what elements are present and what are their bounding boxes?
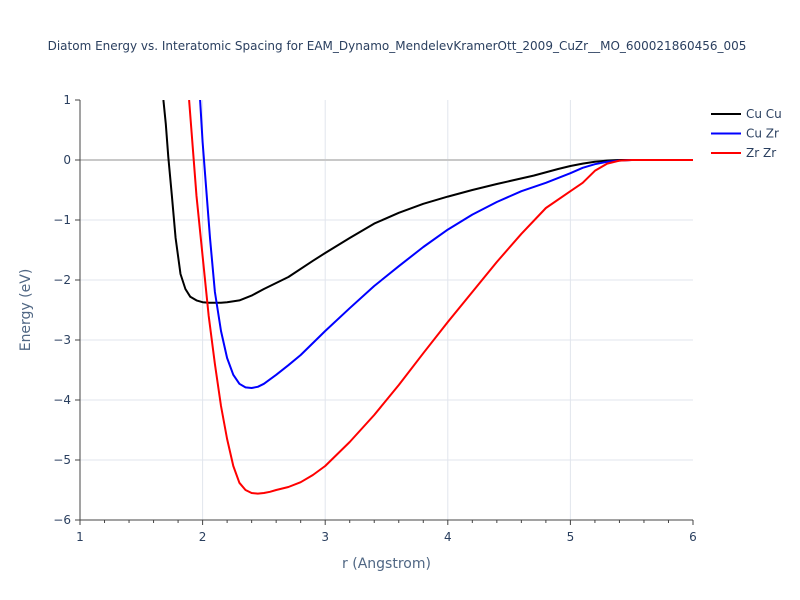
tick-label-layer: 1 2 3 4 5 6 1 0 −1 −2 −3 −4 −5 −6: [53, 93, 697, 544]
axis-layer: [75, 99, 694, 525]
chart-title: Diatom Energy vs. Interatomic Spacing fo…: [48, 39, 747, 53]
x-axis-title: r (Angstrom): [342, 556, 431, 572]
legend-item-zr-zr[interactable]: Zr Zr: [711, 146, 776, 160]
x-tick-label: 2: [199, 530, 207, 544]
legend-label: Cu Zr: [746, 127, 779, 141]
y-tick-label: −5: [53, 453, 71, 467]
series-line-cu-cu: [162, 100, 693, 304]
x-tick-label: 3: [321, 530, 329, 544]
series-layer: [162, 100, 693, 495]
legend-item-cu-cu[interactable]: Cu Cu: [711, 107, 782, 121]
y-tick-label: 0: [63, 153, 71, 167]
y-tick-label: −4: [53, 393, 71, 407]
y-axis-title: Energy (eV): [18, 269, 34, 352]
series-line-zr-zr: [188, 100, 693, 495]
x-tick-label: 5: [567, 530, 575, 544]
legend-label: Cu Cu: [746, 107, 782, 121]
y-tick-label: −3: [53, 333, 71, 347]
x-tick-label: 4: [444, 530, 452, 544]
legend-label: Zr Zr: [746, 146, 776, 160]
y-tick-label: −2: [53, 273, 71, 287]
y-tick-label: 1: [63, 93, 71, 107]
x-tick-label: 6: [689, 530, 697, 544]
y-tick-label: −6: [53, 513, 71, 527]
legend-item-cu-zr[interactable]: Cu Zr: [711, 127, 779, 141]
series-line-cu-zr: [199, 100, 693, 389]
x-tick-label: 1: [76, 530, 84, 544]
y-tick-label: −1: [53, 213, 71, 227]
legend[interactable]: Cu Cu Cu Zr Zr Zr: [711, 107, 782, 160]
